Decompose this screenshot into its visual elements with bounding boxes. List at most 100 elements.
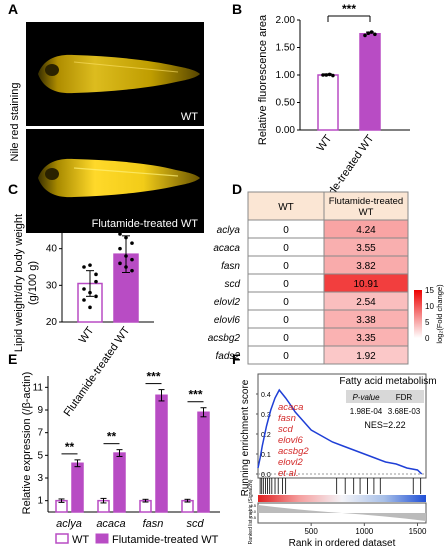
c-ylabel: Lipid weight/dry body weight	[13, 214, 25, 352]
c-ytick-label: 20	[46, 317, 58, 328]
d-value-fc: 1.92	[356, 351, 376, 362]
panel-letter-b: B	[232, 1, 242, 17]
panel-letter-f: F	[232, 351, 241, 367]
d-header-fc-line2: WT	[359, 207, 374, 218]
c-point	[118, 246, 122, 251]
f-ytick-label: 0.2	[261, 432, 271, 439]
d-legend-tick: 5	[425, 318, 430, 327]
c-point	[118, 232, 122, 236]
d-value-fc: 4.24	[356, 225, 376, 236]
panel-letter-d: D	[232, 181, 242, 197]
b-xtick-label: WT	[315, 133, 335, 154]
d-value-wt: 0	[283, 261, 289, 272]
e-ytick-label: 3	[37, 473, 43, 484]
f-fdr: 3.68E-03	[388, 407, 421, 416]
e-significance: ***	[188, 388, 202, 402]
f-ytick-label: 0.4	[261, 392, 271, 399]
e-legend-label-wt: WT	[72, 534, 89, 546]
d-row-label: fads2	[216, 351, 241, 362]
b-ytick-label: 0.50	[276, 98, 296, 109]
b-significance: ***	[342, 2, 356, 16]
c-ylabel-unit: (g/100 g)	[27, 261, 39, 305]
c-point	[124, 265, 128, 269]
c-point	[124, 254, 128, 258]
c-ytick-label: 40	[46, 244, 58, 255]
f-ranked-label: Ranked list metric (Signal2N)	[248, 479, 254, 544]
b-ytick-label: 1.00	[276, 70, 296, 81]
e-xtick-label: aclya	[56, 518, 82, 530]
d-value-fc: 3.55	[356, 243, 376, 254]
f-ytick-label: 0.1	[261, 452, 271, 459]
d-value-wt: 0	[283, 225, 289, 236]
panel-letter-a: A	[8, 1, 18, 17]
c-point	[130, 257, 134, 262]
e-ytick-label: 11	[33, 382, 44, 393]
f-gene-label: fasn	[278, 413, 296, 424]
f-gene-label: acsbg2	[278, 446, 309, 457]
e-chart: 1 3 5 7 9 11 aclya ** acaca ** fasn *** scd *** WT Flut…	[33, 370, 220, 546]
f-nes: NES=2.22	[364, 420, 405, 430]
e-bar	[197, 411, 210, 513]
b-point	[321, 73, 325, 77]
d-value-wt: 0	[283, 243, 289, 254]
c-point	[88, 305, 92, 310]
nile-red-label: Nile red staining	[9, 83, 21, 162]
panel-f: F Running enrichment score 0.0 0.1 0.2 0.3 0.…	[232, 351, 437, 549]
e-ytick-label: 9	[37, 405, 43, 416]
panel-e: E Relative expression (/β-actin) 1 3 5 7 9 11…	[8, 351, 220, 546]
c-point	[94, 294, 98, 299]
c-bar	[113, 253, 139, 323]
c-point	[82, 287, 86, 291]
b-point	[331, 73, 335, 78]
f-gene-label: acaca	[278, 402, 303, 413]
d-legend-bar	[414, 290, 422, 338]
f-xtick-label: 1000	[355, 527, 373, 536]
d-value-wt: 0	[283, 315, 289, 326]
d-row-label: fasn	[221, 261, 240, 272]
c-point	[82, 265, 86, 269]
d-value-wt: 0	[283, 333, 289, 344]
b-bar	[317, 74, 339, 131]
panel-a: A Nile red staining WT Flutamide-treated…	[8, 1, 204, 233]
fish-shape-wt	[38, 54, 200, 94]
c-ytick-label: 50	[46, 207, 58, 218]
d-row-label: acaca	[213, 243, 240, 254]
d-header-wt: WT	[278, 202, 294, 213]
f-gene-label: et al.	[278, 468, 299, 479]
f-ranked-tick: 0.0	[250, 509, 256, 514]
c-significance: ***	[101, 198, 115, 212]
f-title: Fatty acid metabolism	[339, 376, 436, 387]
c-point	[88, 290, 92, 295]
e-xtick-label: scd	[186, 518, 204, 530]
c-bar	[77, 282, 103, 323]
b-point	[327, 72, 332, 77]
f-running-score-line	[257, 388, 423, 475]
f-rank-colorbar	[258, 495, 426, 502]
d-value-fc: 3.35	[356, 333, 376, 344]
b-point	[324, 73, 329, 77]
b-ylabel: Relative fluorescence area	[257, 14, 269, 145]
d-row-label: elovl2	[214, 297, 241, 308]
d-value-fc: 3.38	[356, 315, 376, 326]
f-xtick-label: 1500	[409, 527, 427, 536]
e-ytick-label: 5	[37, 450, 43, 461]
label-wt: WT	[181, 111, 198, 123]
f-ylabel: Running enrichment score	[240, 379, 251, 496]
d-value-wt: 0	[283, 279, 289, 290]
b-ytick-label: 0.00	[276, 125, 296, 136]
d-legend-tick: 10	[425, 302, 434, 311]
f-ytick-label: 0.0	[261, 472, 271, 479]
d-header-fc-cell	[323, 191, 409, 221]
c-point	[82, 298, 86, 302]
c-xtick-label: WT	[77, 325, 97, 346]
e-xtick-label: fasn	[143, 518, 164, 530]
c-point	[94, 272, 98, 277]
b-ytick-label: 2.00	[276, 15, 296, 26]
e-legend-label-flutamide: Flutamide-treated WT	[112, 534, 219, 546]
d-row-label: acsbg2	[208, 333, 241, 344]
d-value-wt: 0	[283, 351, 289, 362]
panel-letter-e: E	[8, 351, 17, 367]
